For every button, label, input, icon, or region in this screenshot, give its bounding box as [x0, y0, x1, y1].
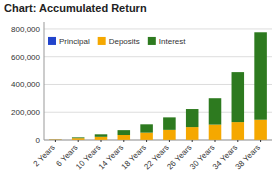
bar — [95, 137, 108, 140]
y-tick-label: 600,000 — [11, 53, 40, 62]
x-tick — [78, 140, 79, 142]
y-tick-label: 400,000 — [11, 80, 40, 89]
bar — [186, 127, 199, 140]
bar — [72, 137, 85, 139]
x-tick — [123, 140, 124, 142]
bar — [254, 32, 267, 119]
legend: Principal Deposits Interest — [48, 37, 186, 46]
legend-label: Principal — [59, 37, 90, 46]
bar — [118, 130, 131, 135]
y-tick-label: 0 — [36, 136, 41, 145]
grid-line — [44, 28, 272, 29]
bar — [186, 109, 199, 127]
x-tick — [215, 140, 216, 142]
x-tick — [237, 140, 238, 142]
bar — [163, 117, 176, 129]
bar — [254, 120, 267, 140]
y-tick-label: 800,000 — [11, 25, 40, 34]
bar — [232, 122, 245, 140]
legend-label: Deposits — [109, 37, 140, 46]
x-tick-label: 2 Years — [32, 143, 57, 168]
x-tick — [101, 140, 102, 142]
legend-label: Interest — [159, 37, 186, 46]
grid-line — [44, 56, 272, 57]
title: Chart: Accumulated Return — [4, 2, 147, 14]
chart: Chart: Accumulated Return 0 200,000 400,000… — [0, 0, 280, 180]
bar — [49, 139, 62, 140]
bar — [209, 98, 222, 124]
bar — [163, 130, 176, 140]
x-tick — [260, 140, 261, 142]
bar — [118, 135, 131, 140]
legend-swatch — [148, 37, 156, 45]
x-tick-label: 38 Years — [234, 143, 262, 171]
bar — [140, 133, 153, 140]
bar — [72, 138, 85, 140]
bar — [209, 125, 222, 140]
bar — [49, 139, 62, 140]
x-tick — [55, 140, 56, 142]
legend-swatch — [98, 37, 106, 45]
bar — [49, 139, 62, 140]
bar — [140, 124, 153, 132]
x-tick — [192, 140, 193, 142]
y-tick-label: 200,000 — [11, 108, 40, 117]
y-axis-line — [44, 22, 45, 140]
legend-swatch — [48, 37, 56, 45]
bar — [95, 134, 108, 136]
x-tick — [169, 140, 170, 142]
bars — [49, 32, 267, 140]
bar — [232, 72, 245, 122]
x-tick — [146, 140, 147, 142]
